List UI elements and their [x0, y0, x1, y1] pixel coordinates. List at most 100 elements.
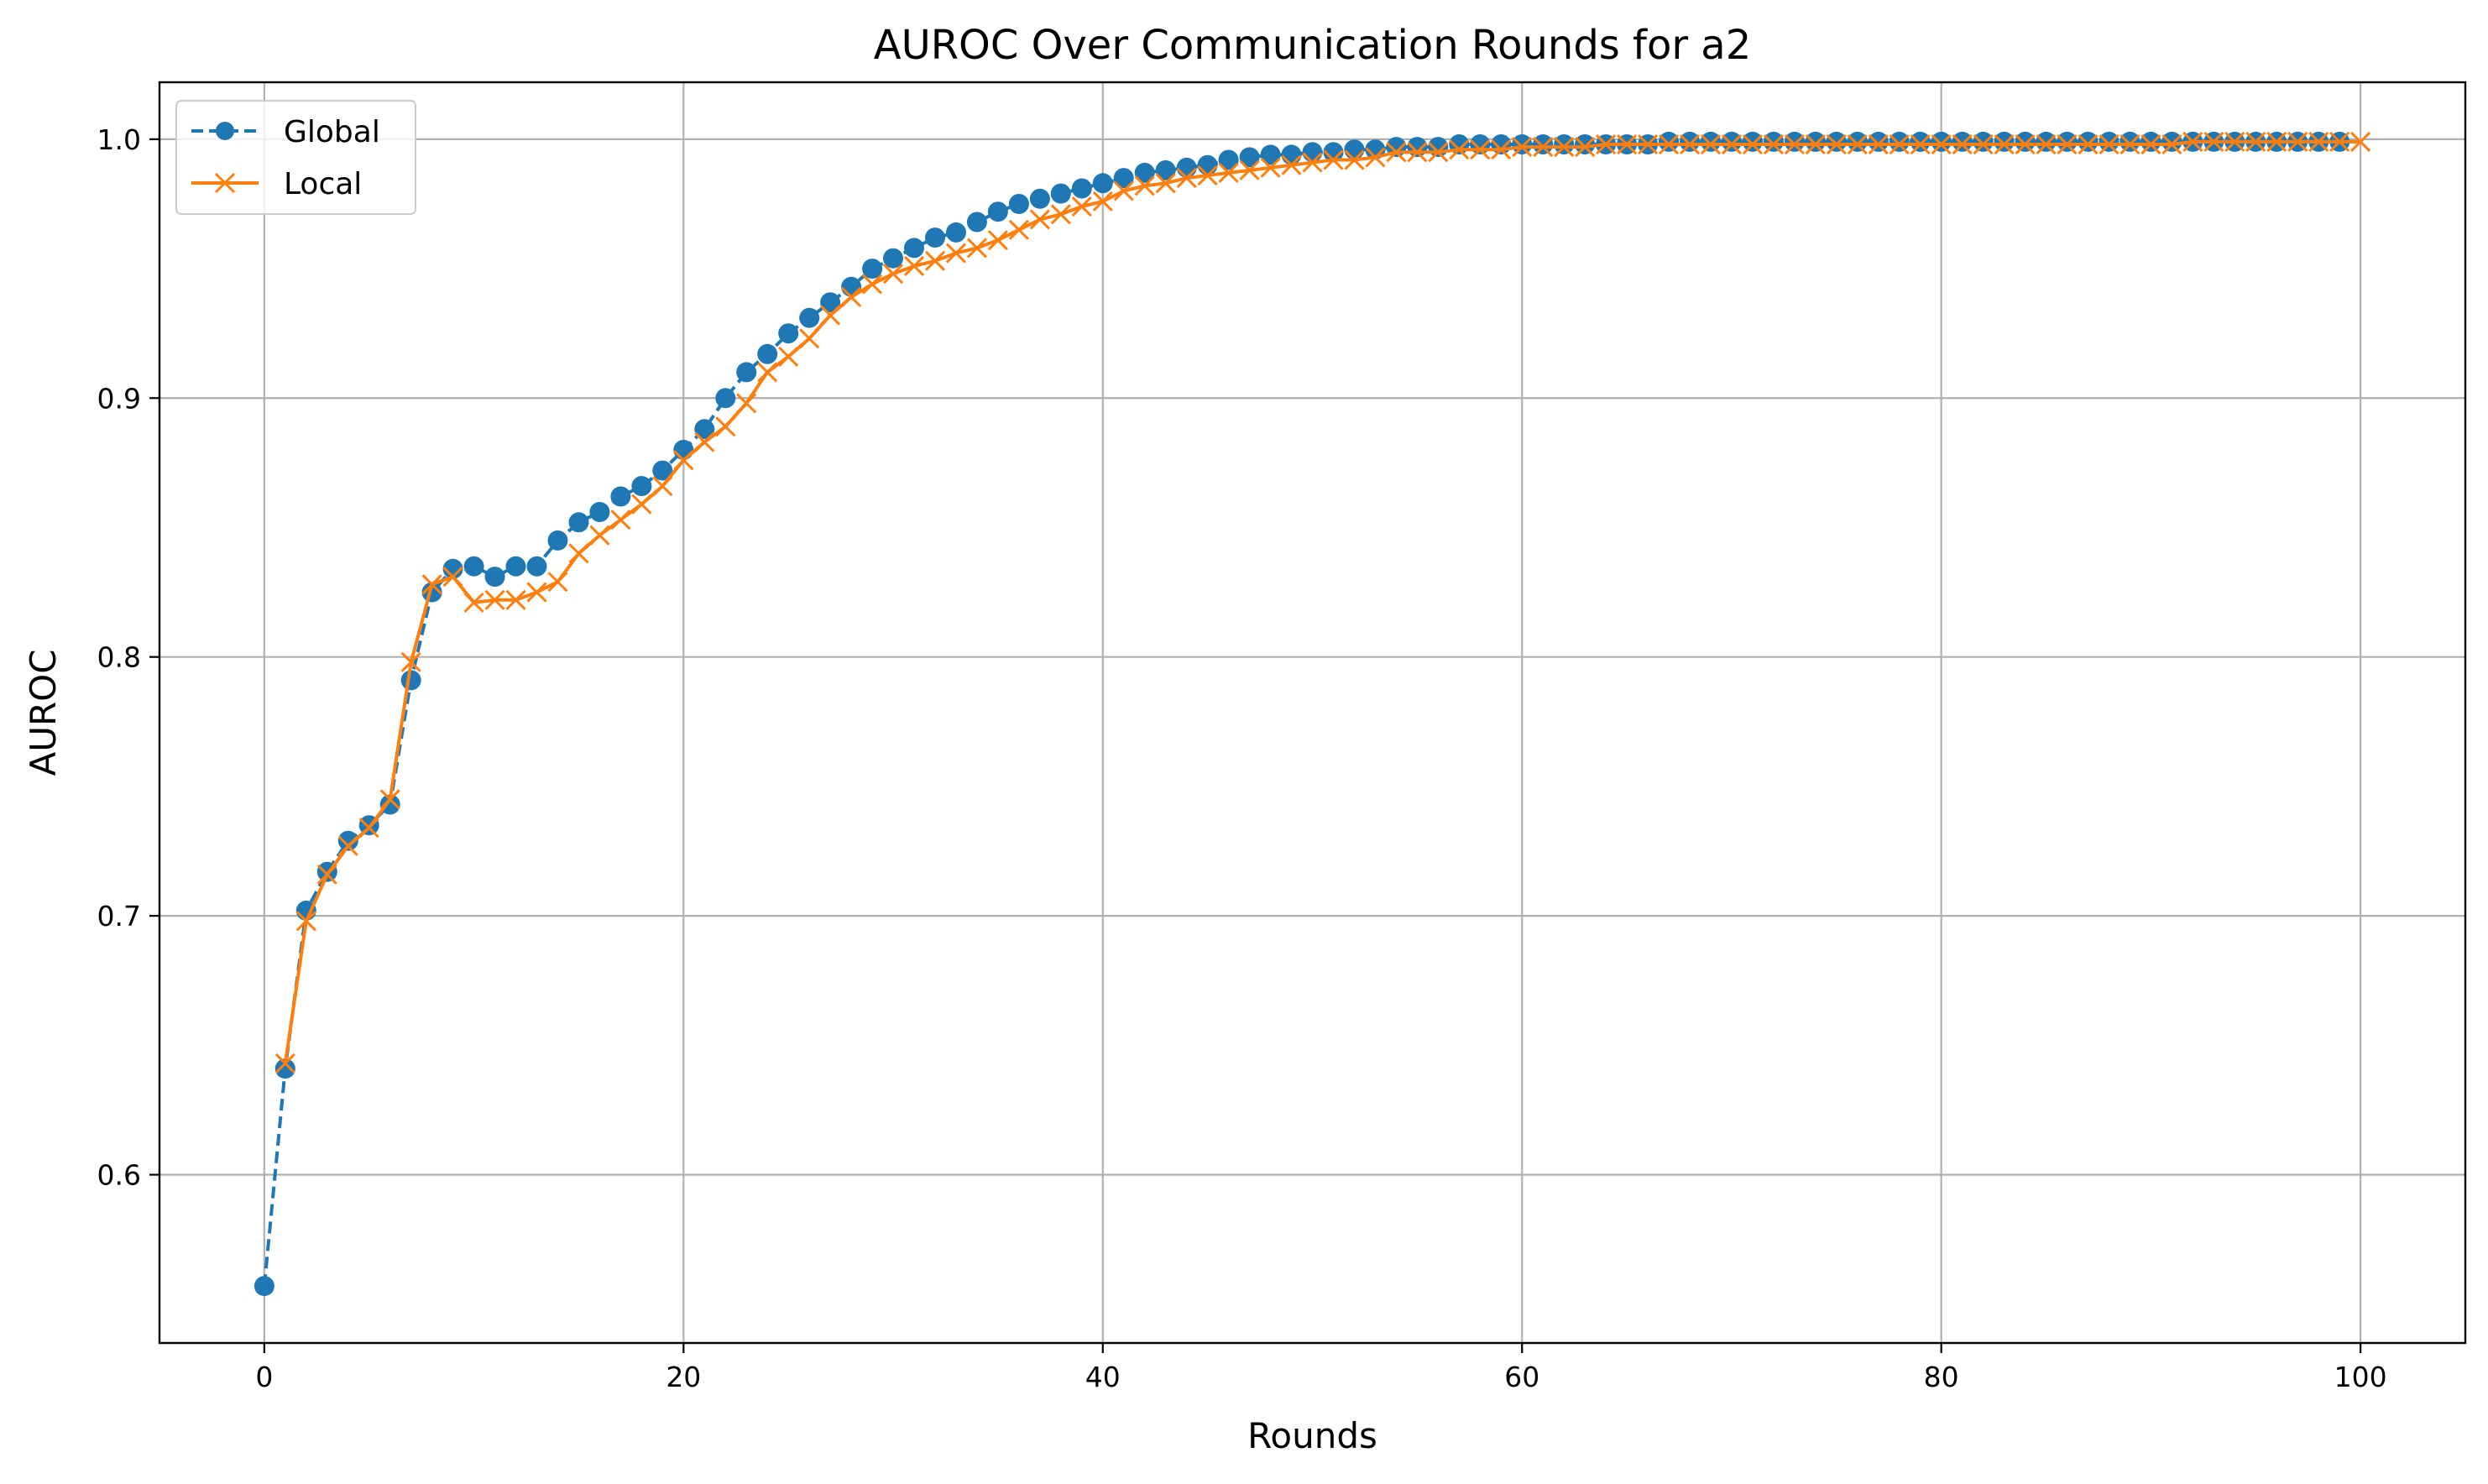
- global-data-point: [1428, 137, 1449, 158]
- local-data-point: [1365, 147, 1386, 168]
- global-data-point: [1784, 131, 1805, 152]
- local-data-point: [2078, 133, 2099, 155]
- local-data-point: [1826, 133, 1847, 155]
- global-data-point: [1071, 178, 1092, 199]
- local-data-point: [862, 274, 883, 295]
- local-data-point: [1512, 137, 1533, 158]
- global-data-point: [987, 201, 1008, 222]
- legend-local-marker: [214, 172, 236, 194]
- global-data-point: [1260, 144, 1281, 165]
- global-data-point: [673, 440, 694, 460]
- y-axis-label: AUROC: [23, 649, 64, 776]
- local-data-point: [2224, 131, 2245, 152]
- local-data-point: [1973, 133, 1994, 155]
- global-data-point: [883, 248, 903, 269]
- local-data-point: [1323, 149, 1344, 170]
- local-data-point: [1533, 137, 1554, 158]
- local-data-point: [945, 243, 967, 264]
- local-data-point: [1575, 137, 1596, 158]
- global-data-point: [1805, 131, 1826, 152]
- local-data-point: [799, 328, 820, 349]
- local-data-point: [757, 362, 778, 383]
- local-data-point: [2245, 131, 2266, 152]
- local-data-point: [379, 789, 400, 810]
- legend-global-marker: [216, 122, 234, 140]
- x-tick-label: 100: [2334, 1361, 2387, 1393]
- global-data-point: [1554, 134, 1575, 154]
- local-data-point: [882, 264, 904, 285]
- local-data-point: [589, 525, 610, 546]
- global-data-point: [715, 388, 736, 409]
- global-data-point: [254, 1276, 274, 1297]
- local-data-point: [400, 651, 421, 672]
- local-data-point: [1805, 133, 1826, 155]
- chart-title: AUROC Over Communication Rounds for a2: [874, 22, 1752, 69]
- global-data-point: [1008, 194, 1029, 214]
- global-data-point: [736, 362, 757, 383]
- global-data-point: [904, 238, 924, 259]
- local-data-point: [2161, 133, 2182, 155]
- global-data-point: [1889, 131, 1910, 152]
- plot-frame: [158, 81, 2467, 1345]
- global-data-point: [1470, 134, 1491, 154]
- local-data-point: [1008, 219, 1029, 240]
- local-data-point: [295, 911, 316, 932]
- local-data-point: [694, 431, 715, 452]
- global-data-point: [1134, 162, 1155, 183]
- local-data-point: [274, 1053, 295, 1074]
- global-data-point: [1029, 188, 1050, 209]
- local-data-point: [1071, 196, 1092, 217]
- global-data-point: [2161, 131, 2182, 152]
- global-data-point: [1952, 131, 1973, 152]
- global-data-point: [1239, 147, 1260, 168]
- local-data-point: [2015, 133, 2036, 155]
- global-data-point: [778, 323, 799, 344]
- local-data-point: [1742, 133, 1763, 155]
- global-data-point: [1155, 159, 1176, 180]
- global-data-point: [505, 556, 526, 577]
- global-data-point: [379, 794, 400, 815]
- series-group: [254, 131, 2371, 1297]
- legend: Global Local: [175, 100, 416, 215]
- global-data-point: [1931, 131, 1952, 152]
- global-data-point: [2078, 131, 2099, 152]
- local-data-point: [358, 818, 379, 839]
- global-data-point: [2120, 131, 2140, 152]
- global-data-point: [1722, 131, 1742, 152]
- global-data-point: [442, 558, 463, 579]
- local-data-point: [1637, 133, 1659, 155]
- global-data-point: [757, 343, 778, 364]
- global-data-point: [526, 556, 547, 577]
- legend-box: [175, 100, 416, 215]
- local-data-point: [1596, 133, 1617, 155]
- local-data-point: [1763, 133, 1784, 155]
- local-data-point: [987, 230, 1008, 251]
- local-data-point: [1407, 142, 1428, 163]
- local-data-point: [652, 476, 673, 497]
- local-data-point: [1239, 159, 1260, 180]
- local-data-point: [715, 416, 736, 437]
- x-tick-label: 80: [1924, 1361, 1959, 1393]
- local-data-point: [610, 509, 631, 530]
- global-data-point: [862, 259, 883, 280]
- global-data-point: [1973, 131, 1994, 152]
- local-data-point: [1554, 137, 1575, 158]
- global-data-point: [2057, 131, 2078, 152]
- local-data-point: [1700, 133, 1722, 155]
- local-data-point: [778, 346, 799, 367]
- local-data-point: [1617, 133, 1638, 155]
- local-data-point: [463, 592, 484, 613]
- local-data-point: [1470, 139, 1491, 160]
- local-data-point: [1092, 191, 1113, 212]
- global-data-point: [589, 502, 610, 522]
- global-data-point: [966, 212, 987, 233]
- x-axis-label: Rounds: [1247, 1415, 1377, 1456]
- local-data-point: [505, 589, 526, 610]
- local-data-point: [1029, 209, 1050, 230]
- local-data-point: [2036, 133, 2057, 155]
- x-tick-label: 40: [1085, 1361, 1121, 1393]
- local-data-point: [631, 494, 652, 515]
